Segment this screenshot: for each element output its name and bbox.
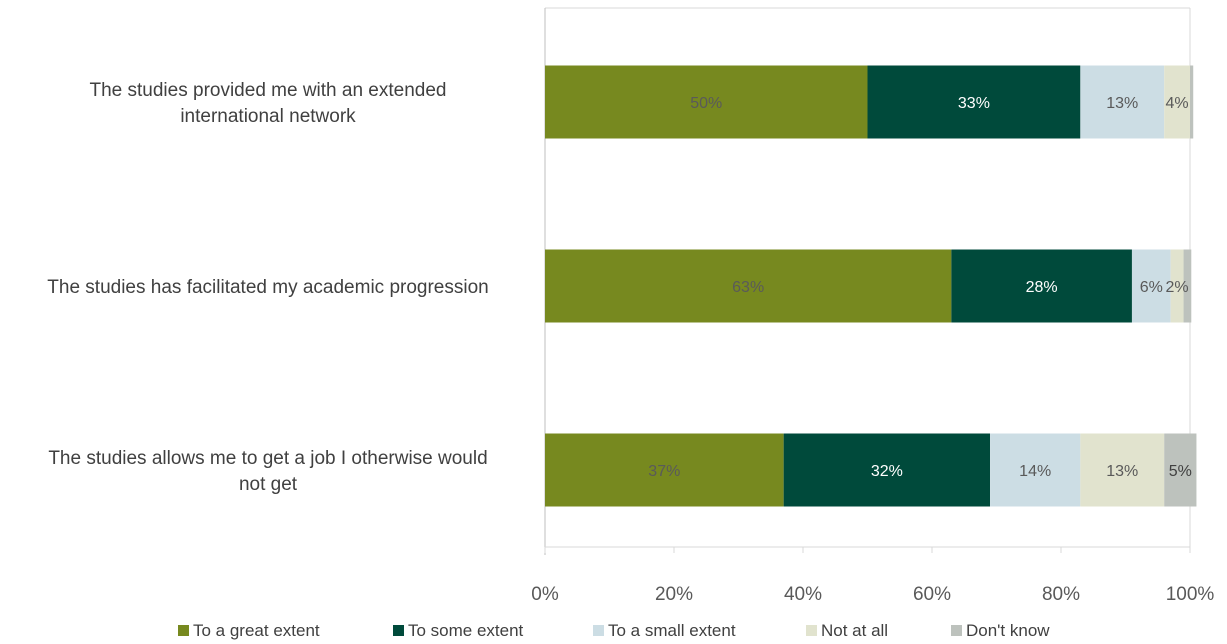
data-label: 28% [1026,279,1058,296]
bar-segment-to-a-great-extent [545,65,868,139]
legend-swatch [393,625,404,636]
data-label: 14% [1019,463,1051,480]
data-label: 33% [958,95,990,112]
category-label: not get [239,474,298,495]
bar-segment-not-at-all [1164,65,1190,139]
legend-swatch [806,625,817,636]
data-label: 13% [1106,463,1138,480]
legend-swatch [178,625,189,636]
bars [545,65,1197,507]
data-label: 50% [690,95,722,112]
x-axis-ticks: 0% 20% 40% 60% 80% 100% [531,584,1214,605]
data-label: 37% [648,463,680,480]
data-label: 4% [1166,95,1189,112]
category-label: The studies has facilitated my academic … [47,277,488,298]
bar-segment-to-some-extent [867,65,1081,139]
bar-segment-to-a-small-extent [1080,65,1165,139]
legend-label: To some extent [408,621,524,640]
bar-segment-to-some-extent [951,249,1132,323]
legend-swatch [593,625,604,636]
bar-segment-don-t-know [1183,249,1192,323]
bar-segment-not-at-all [1080,433,1165,507]
gridlines [544,547,1191,553]
data-label: 6% [1140,279,1163,296]
bar-segment-to-a-small-extent [1131,249,1171,323]
legend-swatch [951,625,962,636]
x-tick-label: 0% [531,584,559,605]
category-label: The studies provided me with an extended [90,80,447,101]
data-label: 13% [1106,95,1138,112]
legend-label: To a great extent [193,621,320,640]
legend-label: Don't know [966,621,1050,640]
bar-segment-not-at-all [1170,249,1184,323]
legend: To a great extent To some extent To a smal… [178,621,1050,640]
legend-label: To a small extent [608,621,736,640]
bar-segment-don-t-know [1190,65,1194,139]
data-label: 63% [732,279,764,296]
bar-segment-don-t-know [1164,433,1197,507]
bar-segment-to-some-extent [783,433,991,507]
x-tick-label: 40% [784,584,822,605]
legend-label: Not at all [821,621,888,640]
x-tick-label: 100% [1166,584,1215,605]
bar-segment-to-a-small-extent [990,433,1081,507]
category-labels: The studies provided me with an extended… [47,80,488,495]
x-tick-label: 80% [1042,584,1080,605]
bar-segment-to-a-great-extent [545,249,952,323]
bar-segment-to-a-great-extent [545,433,784,507]
x-tick-label: 20% [655,584,693,605]
data-label: 32% [871,463,903,480]
category-label: international network [180,106,356,127]
data-label: 2% [1166,279,1189,296]
category-label: The studies allows me to get a job I oth… [48,448,487,469]
x-tick-label: 60% [913,584,951,605]
data-labels: 50% 33% 13% 4% 63% 28% 6% 2% 37% 32% 14% 13% 5% [648,95,1192,480]
data-label: 5% [1169,463,1192,480]
